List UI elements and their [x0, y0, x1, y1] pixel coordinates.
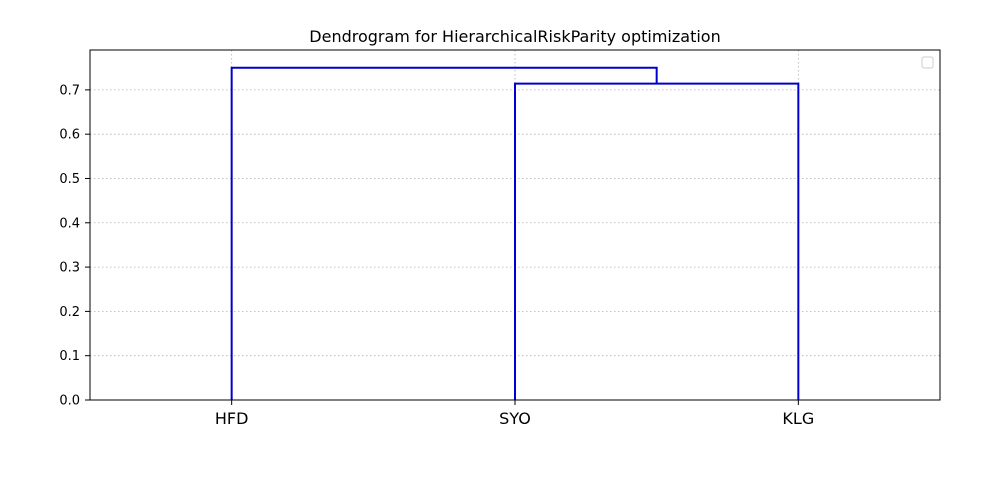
y-tick-label: 0.1 — [59, 349, 80, 364]
leaf-label: HFD — [215, 409, 249, 428]
y-tick-label: 0.3 — [59, 261, 80, 276]
y-tick-label: 0.5 — [59, 172, 80, 187]
dendrogram-link — [230, 66, 658, 400]
dendrogram-link — [514, 82, 800, 400]
leaf-label: SYO — [499, 409, 531, 428]
y-tick-label: 0.7 — [59, 83, 80, 98]
dendrogram-links — [230, 66, 800, 400]
chart-title: Dendrogram for HierarchicalRiskParity op… — [309, 27, 720, 46]
y-tick-label: 0.6 — [59, 128, 80, 143]
leaf-label: KLG — [782, 409, 814, 428]
y-tick-label: 0.0 — [59, 394, 80, 409]
y-tick-label: 0.2 — [59, 305, 80, 320]
y-axis-ticks: 0.0 0.1 0.2 0.3 0.4 0.5 0.6 0.7 — [59, 83, 90, 409]
y-tick-label: 0.4 — [59, 216, 80, 231]
legend-box — [921, 56, 934, 69]
x-axis-ticks: HFD SYO KLG — [215, 400, 814, 428]
